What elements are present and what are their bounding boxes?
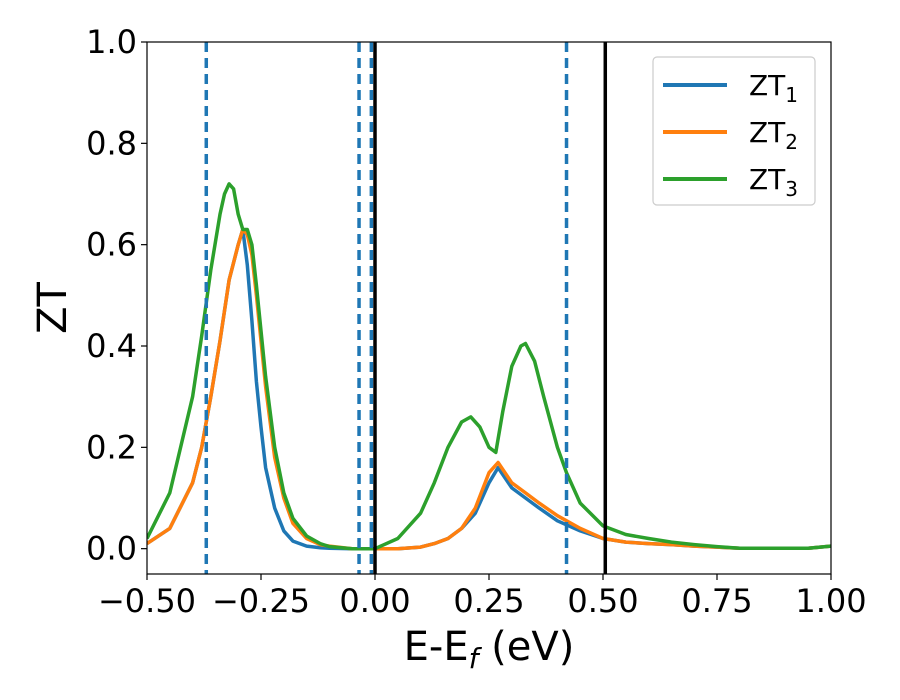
y-tick-label: 1.0	[86, 23, 137, 61]
series-line-2	[147, 227, 831, 551]
x-tick-label: 0.50	[567, 582, 638, 620]
legend-box	[652, 56, 816, 206]
y-tick-label: 0.8	[86, 124, 137, 162]
x-axis: −0.50 −0.25 0.00 0.25 0.50 0.75 1.00	[98, 574, 867, 620]
legend-label-2: ZT2	[749, 116, 798, 154]
y-tick-label: 0.0	[86, 530, 137, 568]
x-axis-title: E-Ef (eV)	[404, 624, 575, 675]
y-tick-label: 0.6	[86, 226, 137, 264]
legend-label-3: ZT3	[749, 163, 798, 201]
x-tick-label: 0.00	[339, 582, 410, 620]
x-tick-label: −0.25	[212, 582, 310, 620]
series-line-1	[147, 227, 831, 551]
y-axis-title: ZT	[30, 282, 76, 334]
y-tick-label: 0.2	[86, 428, 137, 466]
y-axis: 0.0 0.2 0.4 0.6 0.8 1.0	[86, 23, 147, 568]
x-tick-label: 0.25	[453, 582, 524, 620]
legend-label-1: ZT1	[749, 69, 798, 107]
x-tick-label: −0.50	[98, 582, 196, 620]
x-tick-label: 1.00	[795, 582, 866, 620]
y-tick-label: 0.4	[86, 327, 137, 365]
x-tick-label: 0.75	[681, 582, 752, 620]
series-line-3	[147, 182, 831, 551]
legend: ZT1 ZT2 ZT3	[652, 56, 816, 206]
plot-content	[147, 42, 831, 574]
